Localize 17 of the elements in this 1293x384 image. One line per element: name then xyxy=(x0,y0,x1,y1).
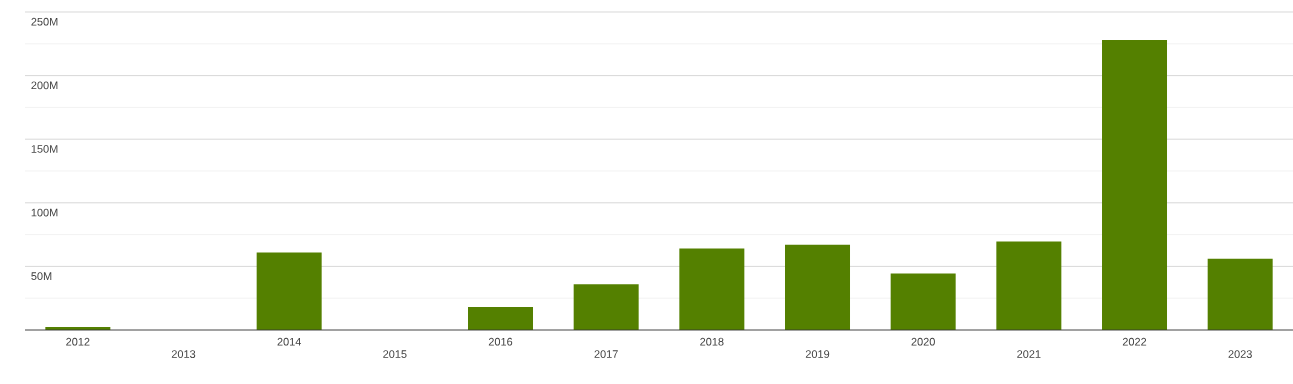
x-tick-label: 2014 xyxy=(277,337,302,346)
y-tick-label: 100M xyxy=(31,208,58,217)
y-tick-label: 250M xyxy=(31,17,58,26)
x-tick-label: 2013 xyxy=(171,350,196,358)
x-tick-label: 2017 xyxy=(594,350,618,358)
x-tick-label: 2020 xyxy=(911,337,935,346)
x-tick-label: 2022 xyxy=(1122,337,1147,346)
x-tick-label: 2018 xyxy=(700,337,724,346)
x-tick-label: 2015 xyxy=(383,350,407,358)
y-tick-label: 200M xyxy=(31,81,58,90)
x-tick-label: 2019 xyxy=(805,350,830,358)
x-tick-label: 2023 xyxy=(1228,350,1252,358)
x-tick-label: 2012 xyxy=(66,337,90,346)
y-tick-label: 50M xyxy=(31,272,52,281)
y-tick-label: 150M xyxy=(31,145,58,153)
x-tick-label: 2021 xyxy=(1017,350,1041,358)
x-tick-label: 2016 xyxy=(488,337,513,346)
